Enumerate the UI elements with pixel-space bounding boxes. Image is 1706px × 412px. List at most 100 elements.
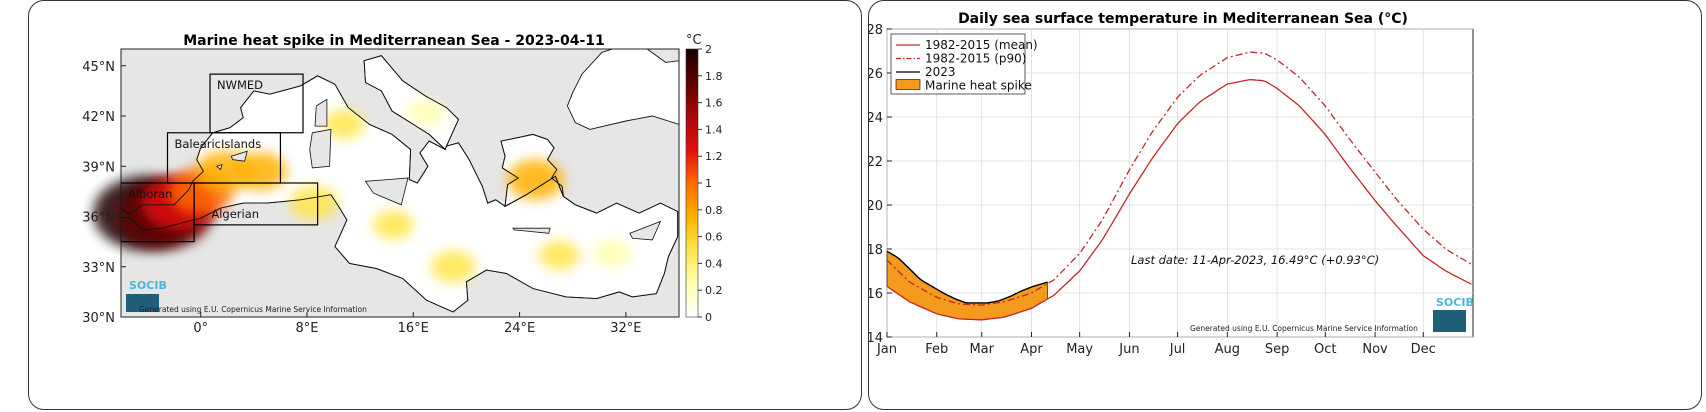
island xyxy=(629,220,662,241)
heat-spike-blob xyxy=(372,210,414,240)
sst-x-tick-label: Dec xyxy=(1411,342,1436,357)
coastline xyxy=(120,75,679,313)
map-x-tick-label: 32°E xyxy=(610,321,641,336)
sst-y-tick-label: 24 xyxy=(869,111,883,126)
legend-label: 2023 xyxy=(925,65,956,79)
region-label-nwmed: NWMED xyxy=(217,78,263,92)
colorbar-gradient xyxy=(685,48,699,318)
black-sea xyxy=(566,48,680,130)
sst-credit: Generated using E.U. Copernicus Marine S… xyxy=(1190,324,1418,333)
colorbar-tick-label: 1.6 xyxy=(705,97,723,110)
map-y-axis: 30°N 33°N 36°N 39°N 42°N 45°N xyxy=(82,60,126,326)
island xyxy=(309,128,332,169)
map-y-tick-label: 33°N xyxy=(82,261,115,276)
heat-spike-map: Marine heat spike in Mediterranean Sea -… xyxy=(82,33,723,336)
island xyxy=(314,98,328,127)
colorbar-tick-label: 1.2 xyxy=(705,150,723,163)
series-line-1 xyxy=(886,51,1472,306)
colorbar-ticks: 0 0.2 0.4 0.6 0.8 1 1.2 1.4 1.6 1.8 2 xyxy=(698,43,723,324)
region-boxes: NWMED BalearicIslands Alboran Algerian xyxy=(120,73,319,243)
map-y-tick-label: 36°N xyxy=(82,211,115,226)
sst-x-tick-label: Apr xyxy=(1020,342,1043,357)
sst-chart-panel: Daily sea surface temperature in Mediter… xyxy=(868,0,1702,410)
colorbar-tick-label: 0.4 xyxy=(705,257,723,270)
colorbar-unit: °C xyxy=(686,33,702,48)
region-label-alboran: Alboran xyxy=(128,187,172,201)
map-y-tick-label: 39°N xyxy=(82,160,115,175)
sst-y-axis: 14 16 18 20 22 24 26 28 xyxy=(869,23,892,346)
colorbar-tick-label: 0 xyxy=(705,311,712,324)
legend-label: Marine heat spike xyxy=(925,79,1032,93)
sst-x-tick-label: Mar xyxy=(969,342,994,357)
sst-x-tick-label: May xyxy=(1066,342,1093,357)
coastline xyxy=(500,133,564,208)
colorbar: °C 0 0.2 0.4 0.6 0.8 1 1.2 1.4 1.6 1.8 2 xyxy=(685,33,723,324)
sst-y-tick-label: 26 xyxy=(869,67,883,82)
map-y-tick-label: 45°N xyxy=(82,60,115,75)
colorbar-tick-label: 0.2 xyxy=(705,284,723,297)
map-x-tick-label: 16°E xyxy=(398,321,429,336)
socib-logo-right: SOCIB xyxy=(1433,296,1474,332)
sst-title: Daily sea surface temperature in Mediter… xyxy=(958,11,1408,27)
sst-y-tick-label: 22 xyxy=(869,155,883,170)
socib-logo-mark xyxy=(126,294,159,312)
legend: 1982-2015 (mean)1982-2015 (p90)2023Marin… xyxy=(890,33,1038,95)
heat-spike-blob xyxy=(593,239,633,268)
heat-spike-blob xyxy=(507,159,564,200)
sst-x-tick-label: Jun xyxy=(1118,342,1139,357)
sst-x-tick-label: Jan xyxy=(876,342,897,357)
heat-spike-blob xyxy=(234,152,287,191)
map-x-tick-label: 24°E xyxy=(504,321,535,336)
sst-line-chart: Daily sea surface temperature in Mediter… xyxy=(869,11,1474,357)
sst-x-tick-label: Aug xyxy=(1215,342,1240,357)
map-x-tick-label: 8°E xyxy=(296,321,319,336)
heat-spike-field xyxy=(93,55,679,313)
sst-x-tick-label: Feb xyxy=(925,342,948,357)
legend-swatch xyxy=(895,79,921,90)
series-lines xyxy=(886,51,1472,321)
sst-x-axis: Jan Feb Mar Apr May Jun Jul Aug Sep Oct Nov Dec xyxy=(876,332,1436,357)
socib-logo-text: SOCIB xyxy=(129,279,167,292)
island xyxy=(230,150,248,162)
islands xyxy=(215,98,662,241)
colorbar-tick-label: 1 xyxy=(705,177,712,190)
series-line-0 xyxy=(886,78,1472,321)
island xyxy=(512,227,551,234)
colorbar-tick-label: 0.6 xyxy=(705,231,723,244)
sst-y-tick-label: 20 xyxy=(869,199,883,214)
region-label-balearicislands: BalearicIslands xyxy=(175,137,262,151)
sst-x-tick-label: Sep xyxy=(1265,342,1290,357)
sst-y-tick-label: 18 xyxy=(869,243,883,258)
heat-spike-blob xyxy=(289,185,339,221)
region-box-algerian xyxy=(193,182,319,226)
map-x-axis: 0° 8°E 16°E 24°E 32°E xyxy=(193,312,641,336)
map-title: Marine heat spike in Mediterranean Sea -… xyxy=(183,33,605,49)
map-x-tick-label: 0° xyxy=(193,321,208,336)
heat-spike-blob xyxy=(430,250,476,283)
series-line-2 xyxy=(886,250,1048,304)
coastline xyxy=(363,55,460,151)
sst-y-tick-label: 28 xyxy=(869,23,883,38)
island xyxy=(364,177,409,206)
sst-x-tick-label: Jul xyxy=(1169,342,1186,357)
colorbar-tick-label: 1.8 xyxy=(705,70,723,83)
sst-y-tick-label: 16 xyxy=(869,287,883,302)
colorbar-tick-label: 2 xyxy=(705,43,712,56)
legend-label: 1982-2015 (p90) xyxy=(925,52,1026,66)
map-frame xyxy=(120,48,680,318)
map-y-tick-label: 42°N xyxy=(82,110,115,125)
colorbar-tick-label: 1.4 xyxy=(705,123,723,136)
socib-logo: SOCIB xyxy=(126,279,167,312)
socib-logo-mark-right xyxy=(1433,310,1466,332)
heat-spike-map-panel: Marine heat spike in Mediterranean Sea -… xyxy=(28,0,862,410)
island xyxy=(215,163,223,171)
colorbar-tick-label: 0.8 xyxy=(705,204,723,217)
map-y-tick-label: 30°N xyxy=(82,311,115,326)
map-plot-area: NWMED BalearicIslands Alboran Algerian xyxy=(93,48,680,318)
map-credit: Generated using E.U. Copernicus Marine S… xyxy=(139,305,367,314)
heat-spike-blob xyxy=(323,109,365,139)
region-label-algerian: Algerian xyxy=(211,207,259,221)
heat-spike-blob xyxy=(538,240,580,270)
socib-logo-text-right: SOCIB xyxy=(1436,296,1474,309)
sst-x-tick-label: Nov xyxy=(1362,342,1388,357)
